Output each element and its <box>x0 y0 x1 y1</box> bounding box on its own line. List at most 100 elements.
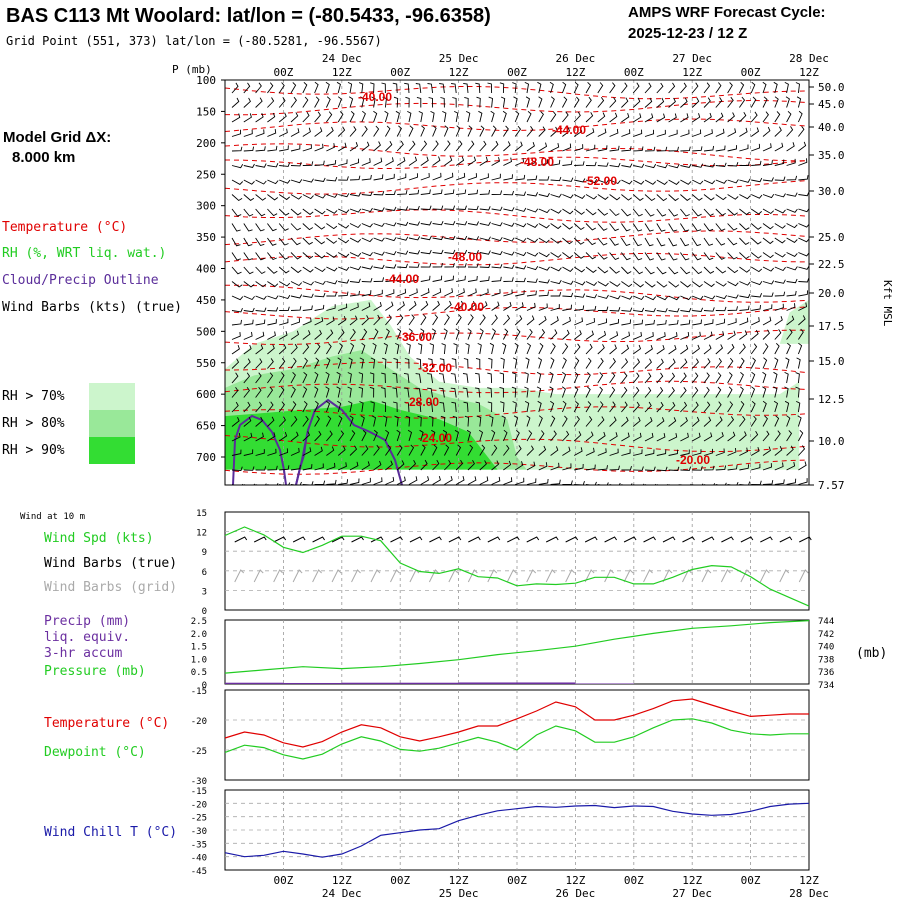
wind-barb <box>632 97 641 108</box>
wind-barb <box>692 307 704 312</box>
wind-barb <box>338 266 350 271</box>
wind-barb <box>441 343 446 355</box>
wind-barb <box>231 163 244 169</box>
wind-barb <box>455 156 465 166</box>
wind-barb <box>337 223 350 229</box>
wind-barb <box>267 163 279 168</box>
wind-barb <box>562 143 572 152</box>
wind-barb <box>349 158 360 166</box>
wind-barb <box>302 386 308 398</box>
wind-barb <box>408 250 421 255</box>
wind-barb <box>585 386 591 398</box>
wind-barb <box>751 480 762 485</box>
wind-barb <box>692 295 704 300</box>
wind-barb <box>774 237 786 244</box>
wind-barb <box>358 82 364 94</box>
pressure-tick-label: 650 <box>196 420 216 433</box>
y-tick-label: 0.5 <box>191 668 207 678</box>
wind-barb <box>428 97 434 108</box>
wind-barb <box>349 478 360 485</box>
wind-barb <box>774 329 782 340</box>
wind-barb <box>574 463 584 471</box>
wind-barb <box>585 112 594 123</box>
pressure-tick-label: 300 <box>196 200 216 213</box>
wind-barb <box>668 433 678 442</box>
wind-barb <box>585 294 598 299</box>
wind-barb <box>609 97 617 108</box>
wind-barb <box>632 113 642 123</box>
wind-barb <box>326 208 338 214</box>
wind-barb <box>479 476 489 485</box>
wind-barb <box>503 301 512 311</box>
wind-barb <box>361 461 370 471</box>
wind-barb <box>715 318 726 326</box>
wind-barb <box>656 466 668 472</box>
wind-barb <box>336 386 341 398</box>
wind-barb <box>574 281 586 286</box>
wind-barb <box>336 371 341 384</box>
wind-barb <box>524 400 530 413</box>
wind-barb <box>550 446 559 456</box>
wind-barb <box>597 431 606 442</box>
wind-barb <box>656 146 668 152</box>
wind-barb <box>394 415 399 427</box>
wind-barb <box>396 444 403 456</box>
wind-barb <box>703 401 711 413</box>
wind-barb <box>597 208 609 216</box>
wind-barb <box>290 357 297 369</box>
wind-barb <box>361 477 371 485</box>
wind-barb <box>597 223 608 231</box>
wind-barb <box>738 386 744 398</box>
wind-barb <box>314 194 326 199</box>
time-hour-label: 12Z <box>799 66 819 79</box>
isotherm <box>225 252 809 266</box>
wind-barb <box>302 194 314 200</box>
wind-barb <box>338 208 350 214</box>
wind-barb <box>512 357 518 369</box>
wind-barb <box>314 223 326 230</box>
wind-barb <box>385 173 395 181</box>
temperature-panel: -15-20-25-30 <box>191 687 810 787</box>
wind-barb <box>361 265 373 270</box>
wind-barb <box>633 319 644 326</box>
wind-barb <box>420 459 428 471</box>
wind-barb <box>561 81 567 94</box>
wind-barb <box>403 372 410 384</box>
wind-barb <box>784 400 790 413</box>
wind-barb <box>773 81 778 94</box>
wind-barb <box>338 159 348 166</box>
wind-barb <box>526 126 534 137</box>
wind-barb <box>538 266 550 271</box>
legend-precip: Precip (mm) <box>44 614 130 629</box>
wind-barb <box>396 140 404 152</box>
wind-barb <box>314 208 326 215</box>
wind-barb <box>727 162 739 167</box>
wind-barb <box>373 264 385 270</box>
wind-barb <box>255 82 262 94</box>
wind-barb <box>278 357 286 369</box>
wind-barb <box>385 289 395 297</box>
y-tick-label: 0 <box>202 681 207 691</box>
wind-barb <box>786 223 798 229</box>
wind-barb <box>798 429 804 442</box>
pressure-tick-label: 734 <box>818 681 834 691</box>
wind-barb <box>465 110 471 123</box>
wind-barb <box>751 281 763 286</box>
wind-barb <box>408 189 420 195</box>
height-axis: 50.045.040.035.030.025.022.520.017.515.0… <box>809 81 845 492</box>
wind-barb <box>456 221 468 226</box>
wind-barb <box>656 281 668 288</box>
wind-barb <box>668 237 678 247</box>
wind-barb <box>290 294 303 299</box>
wind-barb <box>585 161 597 167</box>
time-date-label: 27 Dec <box>672 52 712 65</box>
wind-barb <box>585 330 594 340</box>
wind-barb <box>278 237 289 246</box>
page-title: BAS C113 Mt Woolard: lat/lon = (-80.5433… <box>6 5 491 27</box>
wind-barb <box>326 316 335 326</box>
wind-barb <box>290 144 301 152</box>
wind-barb <box>526 278 538 283</box>
wind-barb <box>550 462 560 471</box>
wind-barb <box>479 301 488 311</box>
rh-key-swatch <box>89 437 135 464</box>
